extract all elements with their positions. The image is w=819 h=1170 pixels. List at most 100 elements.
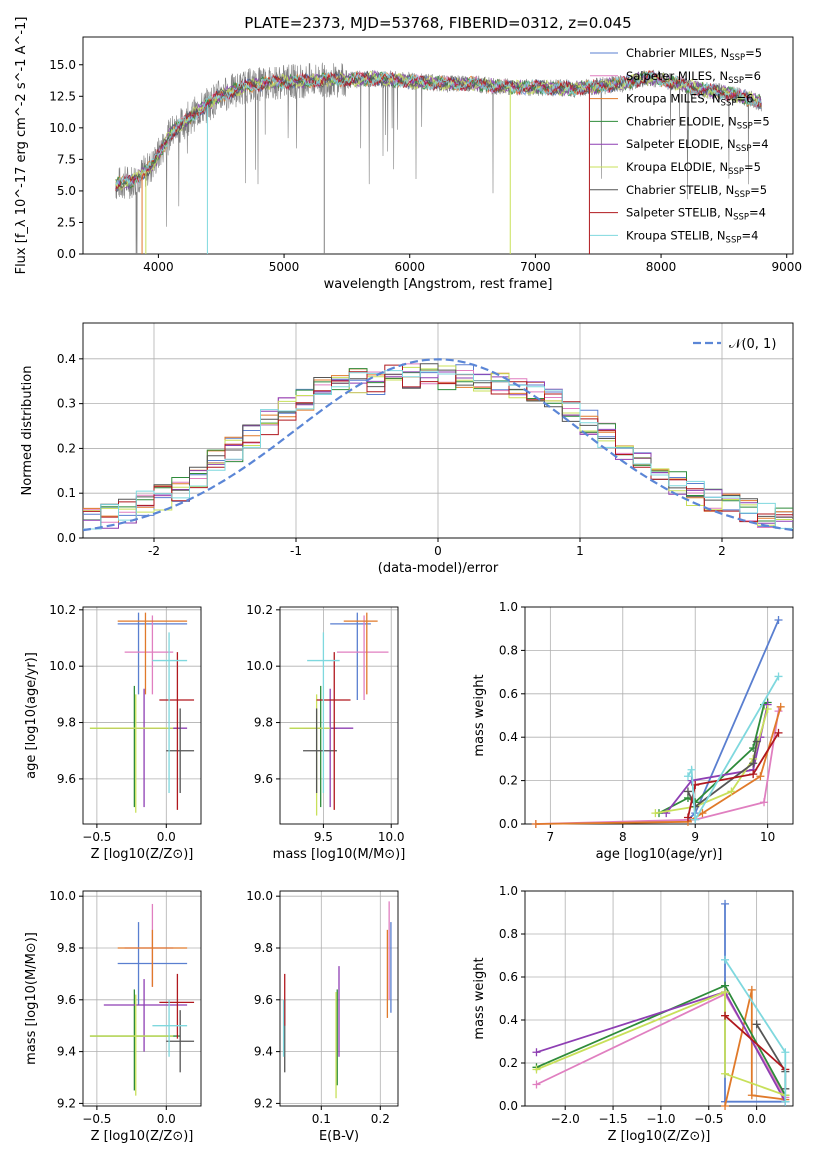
y-tick-label: 1.0 [499, 600, 518, 614]
x-tick-label: −1.5 [598, 1112, 627, 1126]
mass-weight-marker [774, 728, 783, 737]
mass-weight-marker [691, 815, 700, 824]
y-tick-label: 0.4 [499, 730, 518, 744]
y-tick-label: 0.2 [57, 441, 76, 455]
y-tick-label: 0.2 [499, 1056, 518, 1070]
x-axis-label: mass [log10(M/M⊙)] [273, 847, 406, 862]
x-tick-label: 0.2 [371, 1112, 390, 1126]
y-tick-label: 10.0 [246, 659, 273, 673]
mass-weight-marker [531, 820, 540, 828]
y-tick-label: 9.4 [254, 1045, 273, 1059]
mass-weight-marker [774, 616, 783, 625]
y-tick-label: 10.0 [49, 889, 76, 903]
x-tick-label: 9000 [771, 260, 802, 274]
mass_vs_Z-grid [83, 891, 201, 1106]
age_vs_mass-points [289, 612, 389, 816]
legend-entry: Chabrier STELIB, NSSP=5 [626, 183, 767, 200]
x-axis-label: age [log10(age/yr)] [596, 847, 723, 862]
x-axis-label: Z [log10(Z/Z⊙)] [91, 1129, 194, 1144]
x-tick-label: 9.5 [314, 830, 333, 844]
x-tick-label: −0.5 [82, 1112, 111, 1126]
y-tick-label: 0.8 [499, 643, 518, 657]
y-tick-label: 9.8 [254, 941, 273, 955]
legend-subscript: SSP [737, 121, 753, 131]
mass-weight-marker [756, 772, 765, 781]
y-tick-label: 0.2 [499, 774, 518, 788]
mass-weight-marker [721, 1069, 730, 1078]
mass-weight-marker [749, 759, 758, 768]
figure-title: PLATE=2373, MJD=53768, FIBERID=0312, z=0… [244, 14, 631, 32]
legend-nssp-value: =6 [736, 92, 753, 106]
x-tick-label: -2 [148, 544, 160, 558]
x-tick-label: 7 [547, 830, 555, 844]
y-tick-label: 0.4 [499, 1013, 518, 1027]
mass_vs_EBV-frame [279, 890, 399, 1107]
y-axis-label: mass weight [472, 957, 487, 1039]
legend-entry: Salpeter MILES, NSSP=6 [626, 69, 761, 86]
x-axis-label: E(B-V) [319, 1129, 359, 1144]
mass-weight-marker [683, 813, 692, 822]
legend-nssp-value: =4 [752, 137, 769, 151]
mass_vs_Z-points [89, 903, 195, 1096]
legend-subscript: SSP [734, 190, 750, 200]
legend-entry: 𝒩(0, 1) [729, 337, 776, 352]
age_vs_Z-axes: −0.5 0.0 9.6 9.8 10.0 10.2 Z [log10(Z/Z⊙)] age … [24, 603, 202, 862]
x-tick-label: 0.0 [157, 830, 176, 844]
y-tick-label: 9.6 [254, 993, 273, 1007]
y-tick-label: 2.5 [57, 215, 76, 229]
legend-subscript: SSP [721, 99, 737, 109]
y-tick-label: 1.0 [499, 884, 518, 898]
x-axis-label: Z [log10(Z/Z⊙)] [608, 1129, 711, 1144]
mass-weight-line [535, 706, 782, 825]
y-tick-label: 9.4 [57, 1045, 76, 1059]
mass-weight-line [658, 701, 769, 814]
mass-weight-line [687, 732, 780, 818]
legend-subscript: SSP [729, 53, 745, 63]
legend-entry: Chabrier ELODIE, NSSP=5 [626, 114, 770, 131]
mass-weight-marker [687, 765, 696, 774]
y-tick-label: 9.6 [57, 993, 76, 1007]
spectrum-lines [115, 62, 762, 254]
mass-weight-marker [774, 672, 783, 681]
y-tick-label: 0.0 [499, 817, 518, 831]
mass_vs_Z-frame [82, 890, 202, 1107]
legend-nssp-value: =5 [750, 183, 767, 197]
residual-histogram [83, 363, 793, 530]
x-tick-label: 10 [760, 830, 775, 844]
mass_vs_Z-axes: −0.5 0.0 9.2 9.4 9.6 9.8 10.0 Z [log10(Z/Z⊙)] ma… [24, 889, 202, 1144]
weight_vs_Z-frame [524, 890, 794, 1107]
mass-weight-marker [721, 899, 730, 908]
y-tick-label: 5.0 [57, 184, 76, 198]
age_vs_Z-grid [83, 607, 201, 824]
y-axis-label: Flux [f_λ 10^-17 erg cm^-2 s^-1 A^-1] [14, 17, 29, 275]
y-tick-label: 10.2 [49, 603, 76, 617]
model-fit-line [115, 70, 762, 186]
x-tick-label: 6000 [394, 260, 425, 274]
mass-weight-marker [747, 985, 756, 994]
legend-nssp-value: =5 [745, 46, 762, 60]
age_vs_Z-points [89, 612, 195, 813]
mass-weight-line [535, 711, 780, 825]
legend-nssp-value: =4 [749, 206, 766, 220]
y-axis-label: Normed distribution [20, 366, 35, 496]
y-tick-label: 0.0 [499, 1099, 518, 1113]
x-tick-label: 8 [619, 830, 627, 844]
weight_vs_Z-lines [532, 899, 790, 1110]
mass-weight-marker [749, 770, 758, 779]
y-tick-label: 15.0 [49, 58, 76, 72]
spectrum-legend: Chabrier MILES, NSSP=5 Salpeter MILES, NS… [590, 46, 770, 245]
y-tick-label: 9.6 [57, 772, 76, 786]
x-tick-label: −0.5 [694, 1112, 723, 1126]
residual-histograms [83, 358, 793, 532]
y-tick-label: 9.8 [254, 716, 273, 730]
mass-weight-marker [781, 1048, 790, 1057]
legend-entry: Salpeter STELIB, NSSP=4 [626, 206, 766, 223]
age_vs_mass-axes: 9.5 10.0 9.6 9.8 10.0 10.2 mass [log10(M/M⊙)] [246, 603, 405, 862]
mass-weight-line [724, 1015, 786, 1071]
mass-weight-marker [721, 988, 730, 997]
mass-weight-marker [651, 809, 660, 818]
age_vs_Z-frame [82, 606, 202, 825]
mass-weight-marker [776, 702, 785, 711]
model-fit-line [115, 69, 762, 190]
mass-weight-marker [532, 1048, 541, 1057]
